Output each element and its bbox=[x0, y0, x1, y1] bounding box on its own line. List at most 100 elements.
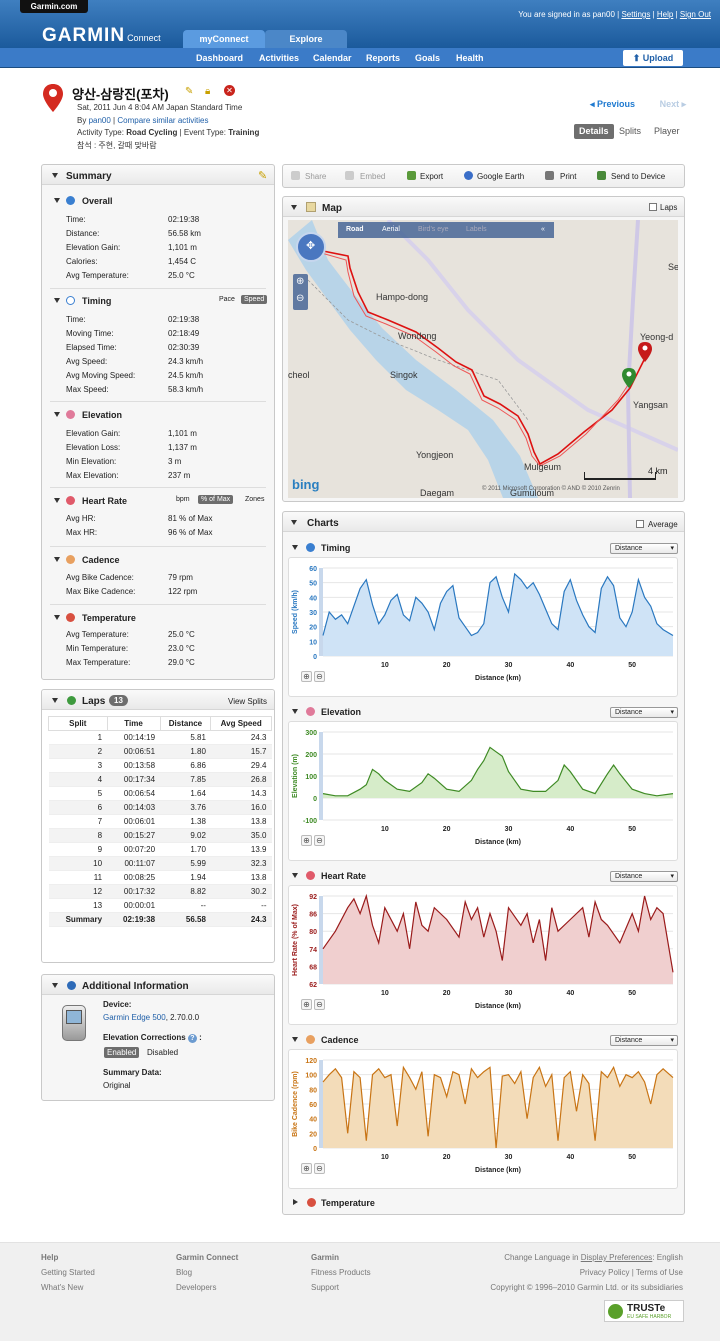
chart-box[interactable]: 0 20 40 60 80 100 120 10 20 30 40 50 Distance (km) Bi… bbox=[288, 1049, 678, 1189]
table-row[interactable]: 13 00:00:01 -- -- bbox=[48, 898, 272, 913]
compare-link[interactable]: Compare similar activities bbox=[117, 116, 209, 125]
route-map[interactable]: Hampo-dong Wondong Singok cheol Yongjeon… bbox=[288, 220, 678, 498]
share-button[interactable]: Share bbox=[305, 172, 327, 181]
table-row[interactable]: 8 00:15:27 9.02 35.0 bbox=[48, 828, 272, 843]
table-row[interactable]: 3 00:13:58 6.86 29.4 bbox=[48, 758, 272, 773]
delete-icon[interactable]: ✕ bbox=[224, 85, 235, 96]
tab-explore[interactable]: Explore bbox=[265, 30, 347, 48]
charts-header[interactable]: Charts Average bbox=[283, 512, 684, 532]
toggle-percent-max[interactable]: % of Max bbox=[198, 495, 234, 504]
tab-player[interactable]: Player bbox=[654, 126, 680, 136]
footer-link[interactable]: Blog bbox=[176, 1268, 193, 1277]
toggle-bpm[interactable]: bpm bbox=[176, 496, 190, 503]
footer-link[interactable]: Fitness Products bbox=[311, 1268, 371, 1277]
chart-box[interactable]: 0 10 20 30 40 50 60 10 20 30 40 50 Distance (km) Spee… bbox=[288, 557, 678, 697]
laps-header[interactable]: Laps 13 View Splits bbox=[42, 690, 274, 710]
col-distance[interactable]: Distance bbox=[159, 716, 212, 731]
summary-header[interactable]: Summary ✎ bbox=[42, 165, 274, 185]
table-row[interactable]: 4 00:17:34 7.85 26.8 bbox=[48, 772, 272, 787]
settings-link[interactable]: Settings bbox=[621, 10, 651, 19]
upload-button[interactable]: ⬆ Upload bbox=[623, 50, 683, 66]
zoom-out-icon[interactable]: ⊖ bbox=[314, 671, 325, 682]
col-split[interactable]: Split bbox=[48, 716, 108, 731]
nav-reports[interactable]: Reports bbox=[366, 53, 401, 63]
col-time[interactable]: Time bbox=[106, 716, 161, 731]
temperature-chart-title[interactable]: Temperature bbox=[321, 1198, 375, 1208]
table-row[interactable]: 2 00:06:51 1.80 15.7 bbox=[48, 744, 272, 759]
next-link[interactable]: Next ▸ bbox=[659, 99, 687, 109]
x-axis-select[interactable]: Distance bbox=[610, 1035, 678, 1046]
tab-details[interactable]: Details bbox=[574, 124, 614, 139]
additional-header[interactable]: Additional Information bbox=[42, 975, 274, 995]
col-avg-speed[interactable]: Avg Speed bbox=[210, 716, 272, 731]
zoom-in-icon[interactable]: ⊕ bbox=[301, 835, 312, 846]
zoom-out-icon[interactable]: ⊖ bbox=[314, 835, 325, 846]
map-pan-control[interactable]: ✥ bbox=[296, 232, 326, 262]
nav-activities[interactable]: Activities bbox=[259, 53, 300, 63]
map-header[interactable]: Map Laps bbox=[283, 197, 684, 217]
chart-box[interactable]: 62 68 74 80 86 92 10 20 30 40 50 Distance (km) Heart… bbox=[288, 885, 678, 1025]
nav-dashboard[interactable]: Dashboard bbox=[196, 53, 244, 63]
zoom-out-icon[interactable]: ⊖ bbox=[314, 999, 325, 1010]
collapse-bar-icon[interactable]: « bbox=[541, 226, 545, 233]
nav-calendar[interactable]: Calendar bbox=[313, 53, 352, 63]
tab-splits[interactable]: Splits bbox=[619, 126, 642, 136]
zoom-in-icon[interactable]: ⊕ bbox=[301, 671, 312, 682]
sign-out-link[interactable]: Sign Out bbox=[679, 10, 711, 19]
table-row[interactable]: 9 00:07:20 1.70 13.9 bbox=[48, 842, 272, 857]
previous-link[interactable]: ◂ Previous bbox=[590, 99, 636, 109]
edit-pencil-icon[interactable]: ✎ bbox=[258, 170, 268, 182]
footer-link[interactable]: Getting Started bbox=[41, 1268, 95, 1277]
toggle-pace[interactable]: Pace bbox=[219, 296, 235, 303]
edit-pencil-icon[interactable]: ✎ bbox=[185, 86, 194, 97]
map-mode-birds-eye[interactable]: Bird's eye bbox=[418, 226, 449, 233]
map-zoom-in-icon[interactable]: ⊕ bbox=[296, 276, 305, 287]
truste-badge[interactable]: TRUSTe EU SAFE HARBOR bbox=[604, 1300, 684, 1322]
average-checkbox[interactable] bbox=[636, 520, 644, 528]
table-row[interactable]: 7 00:06:01 1.38 13.8 bbox=[48, 814, 272, 829]
collapse-icon[interactable] bbox=[292, 709, 298, 714]
zoom-in-icon[interactable]: ⊕ bbox=[301, 1163, 312, 1174]
map-mode-labels[interactable]: Labels bbox=[466, 226, 487, 233]
x-axis-select[interactable]: Distance bbox=[610, 871, 678, 882]
footer-link[interactable]: Developers bbox=[176, 1283, 217, 1292]
policy-links[interactable]: Privacy Policy | Terms of Use bbox=[579, 1268, 683, 1277]
help-link[interactable]: Help bbox=[656, 10, 674, 19]
table-row[interactable]: 5 00:06:54 1.64 14.3 bbox=[48, 786, 272, 801]
elev-enabled-toggle[interactable]: Enabled bbox=[104, 1047, 140, 1058]
zoom-out-icon[interactable]: ⊖ bbox=[314, 1163, 325, 1174]
x-axis-select[interactable]: Distance bbox=[610, 707, 678, 718]
garmin-connect-logo[interactable]: GARMIN Connect bbox=[42, 25, 161, 47]
expand-icon[interactable] bbox=[293, 1199, 298, 1205]
collapse-icon[interactable] bbox=[292, 1037, 298, 1042]
collapse-icon[interactable] bbox=[292, 545, 298, 550]
device-link[interactable]: Garmin Edge 500 bbox=[103, 1013, 166, 1022]
view-splits-link[interactable]: View Splits bbox=[228, 697, 267, 706]
collapse-icon[interactable] bbox=[292, 873, 298, 878]
export-button[interactable]: Export bbox=[420, 172, 444, 181]
map-zoom-out-icon[interactable]: ⊖ bbox=[296, 293, 305, 304]
toggle-speed[interactable]: Speed bbox=[241, 295, 268, 304]
zoom-in-icon[interactable]: ⊕ bbox=[301, 999, 312, 1010]
map-mode-aerial[interactable]: Aerial bbox=[382, 226, 400, 233]
send-to-device-button[interactable]: Send to Device bbox=[611, 172, 666, 181]
table-row[interactable]: 12 00:17:32 8.82 30.2 bbox=[48, 884, 272, 899]
print-button[interactable]: Print bbox=[560, 172, 577, 181]
table-row[interactable]: 1 00:14:19 5.81 24.3 bbox=[48, 730, 272, 745]
display-preferences-link[interactable]: Display Preferences bbox=[580, 1253, 653, 1262]
embed-button[interactable]: Embed bbox=[360, 172, 386, 181]
garmin-com-link[interactable]: Garmin.com bbox=[20, 0, 88, 13]
elev-disabled-toggle[interactable]: Disabled bbox=[147, 1048, 179, 1057]
lock-icon[interactable]: 🔒︎ bbox=[205, 86, 211, 97]
x-axis-select[interactable]: Distance bbox=[610, 543, 678, 554]
table-row[interactable]: 6 00:14:03 3.76 16.0 bbox=[48, 800, 272, 815]
footer-link[interactable]: What's New bbox=[41, 1283, 84, 1292]
tab-myconnect[interactable]: myConnect bbox=[183, 30, 265, 48]
table-row[interactable]: 10 00:11:07 5.99 32.3 bbox=[48, 856, 272, 871]
help-icon[interactable]: ? bbox=[187, 1034, 197, 1043]
footer-link[interactable]: Support bbox=[311, 1283, 340, 1292]
map-mode-road[interactable]: Road bbox=[346, 226, 364, 233]
table-row[interactable]: 11 00:08:25 1.94 13.8 bbox=[48, 870, 272, 885]
nav-goals[interactable]: Goals bbox=[415, 53, 441, 63]
nav-health[interactable]: Health bbox=[456, 53, 484, 63]
